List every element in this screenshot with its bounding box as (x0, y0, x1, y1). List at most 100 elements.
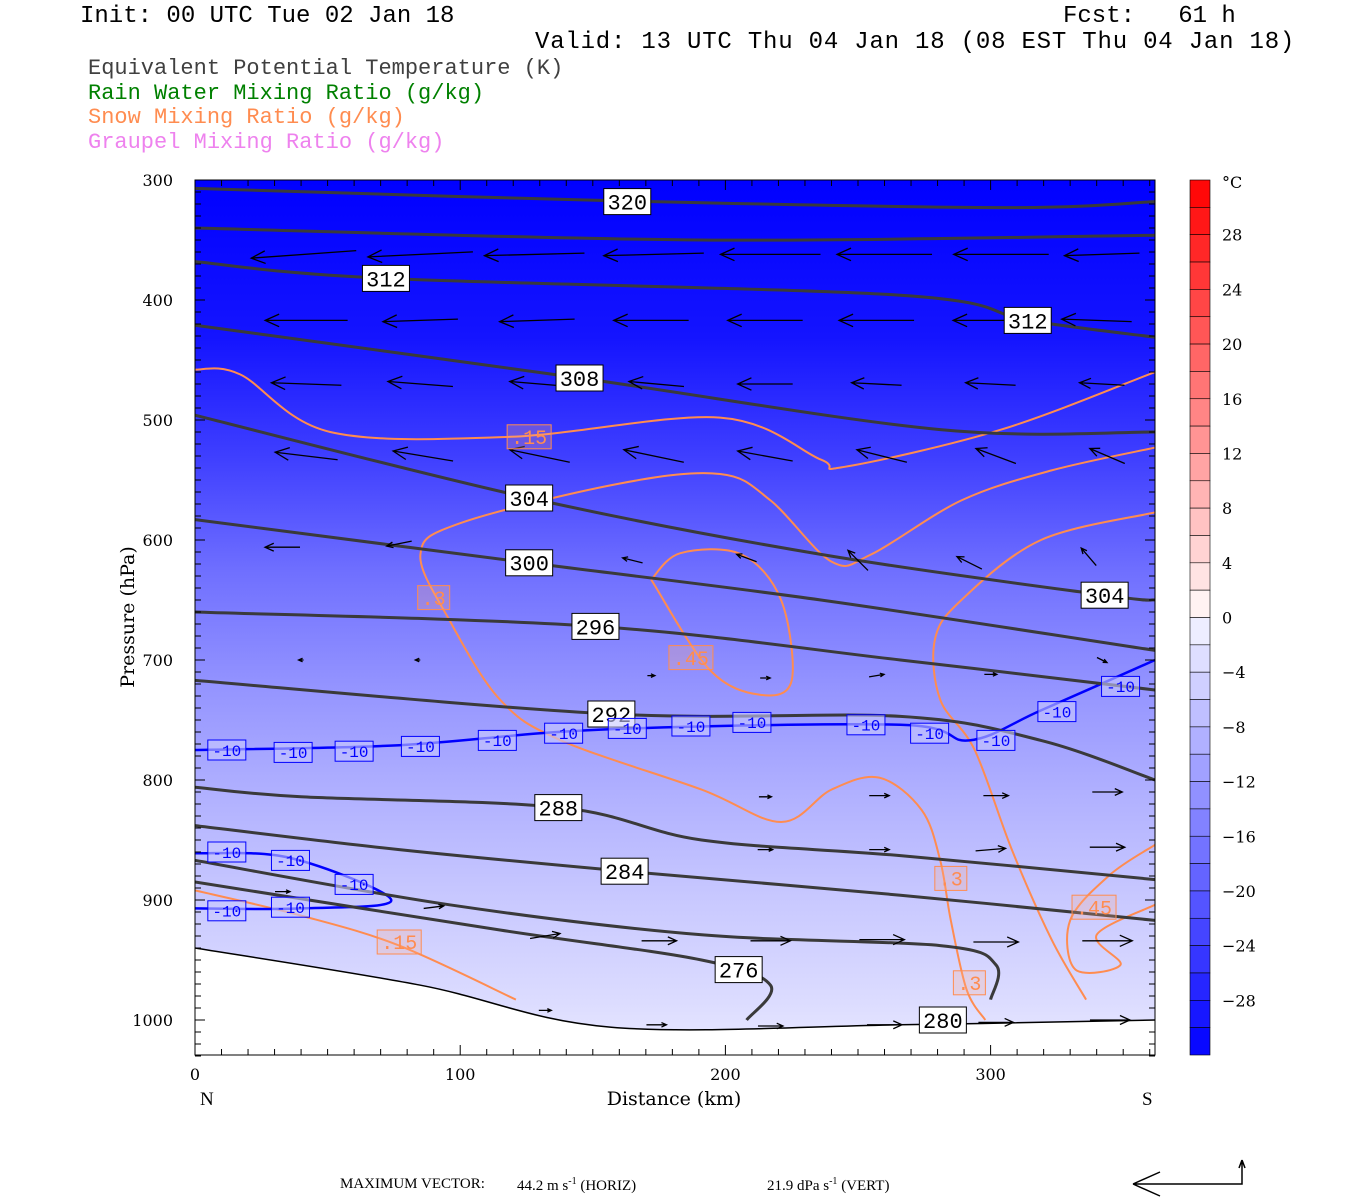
isotherm-label-text: -10 (483, 733, 512, 751)
y-tick-label: 400 (142, 291, 173, 310)
snow-label-text: .45 (1076, 898, 1112, 921)
wind-vector-42 (760, 675, 772, 681)
snow-label-text: .3 (939, 870, 963, 893)
colorbar-bin (1189, 589, 1211, 618)
theta_e-label-4: 304 (505, 484, 554, 513)
isotherm-label-11: -10 (976, 729, 1016, 751)
isotherm-label-text: -10 (1106, 679, 1135, 697)
theta_e-label-10: 284 (600, 857, 649, 886)
valid-time: Valid: 13 UTC Thu 04 Jan 18 (08 EST Thu … (535, 29, 1296, 56)
snow-contour-0 (195, 367, 1155, 470)
theta_e-label-box (361, 264, 410, 292)
wind-vector-21 (849, 377, 902, 390)
wind-vector-25 (391, 446, 454, 462)
isotherm-label-box (607, 717, 647, 739)
isotherm-label-box (207, 739, 247, 761)
theta_e-label-9: 288 (534, 794, 583, 823)
theta_e-label-text: 296 (576, 616, 616, 641)
isotherm-label-15: -10 (270, 849, 310, 871)
wind-vector-29 (855, 446, 908, 463)
isotherm-label-text: -10 (738, 715, 767, 733)
isotherm-label-text: -10 (276, 900, 305, 918)
isotherm-label-text: -10 (1042, 704, 1071, 722)
isotherm-label-box (976, 729, 1016, 751)
isotherm-label-text: -10 (340, 744, 369, 762)
wind-vector-53 (1089, 842, 1127, 852)
colorbar-label: 16 (1222, 390, 1242, 409)
snow-label-box (506, 424, 552, 450)
init-time: Init: 00 UTC Tue 02 Jan 18 (80, 3, 455, 30)
theta_e-label-2: 312 (1003, 306, 1052, 335)
isotherm-label-text: -10 (677, 719, 706, 737)
isotherm-label-box (400, 735, 440, 757)
wind-vector-9 (381, 314, 458, 329)
isotherm-label-1: -10 (273, 741, 313, 763)
theta_e-label-3: 308 (555, 364, 604, 393)
theta_e-label-box (505, 549, 554, 577)
wind-vector-57 (641, 936, 679, 946)
theta_e-label-0: 320 (603, 188, 652, 217)
isotherm-label-box (207, 900, 247, 922)
theta-e-contour-5 (195, 518, 1155, 652)
colorbar-bin (1189, 890, 1211, 919)
colorbar-bin (1189, 453, 1211, 482)
snow-label-0: .15 (506, 424, 552, 451)
colorbar-bin (1189, 179, 1211, 208)
isotherm-label-box (270, 896, 310, 918)
y-tick-label: 300 (142, 171, 173, 190)
max-vector-label: MAXIMUM VECTOR: (340, 1176, 485, 1192)
terrain-mask (195, 948, 1155, 1055)
y-tick-label: 1000 (132, 1011, 173, 1030)
theta_e-label-text: 276 (719, 960, 759, 985)
vert-exp: -1 (829, 1176, 838, 1187)
isotherm-label-10: -10 (910, 722, 950, 744)
colorbar-label: −24 (1222, 937, 1256, 956)
colorbar-bin (1189, 425, 1211, 454)
colorbar-label: −12 (1222, 773, 1256, 792)
wind-vector-28 (736, 446, 793, 462)
isotherm-label-box (846, 714, 886, 736)
south-label: S (1142, 1089, 1153, 1110)
x-tick-label: 200 (710, 1065, 741, 1084)
colorbar-label: 24 (1222, 280, 1242, 299)
colorbar-bin (1189, 261, 1211, 290)
wind-vector-34 (621, 556, 643, 564)
snow-label-text: .3 (422, 589, 446, 612)
snow-label-box (376, 929, 422, 955)
colorbar-label: 12 (1222, 444, 1242, 463)
theta-e-contour-7 (195, 678, 1155, 782)
colorbar-label: −28 (1222, 991, 1256, 1010)
theta-e-contour-12 (195, 947, 1155, 1031)
wind-vector-20 (736, 377, 793, 391)
wind-vector-41 (647, 673, 657, 678)
isotherm-label-18: -10 (270, 896, 310, 918)
colorbar-bin (1189, 562, 1211, 591)
snow-label-5: .45 (1071, 894, 1117, 921)
isotherm-label-8: -10 (732, 711, 772, 733)
colorbar-bin (1189, 480, 1211, 509)
wind-vector-17 (386, 375, 453, 390)
theta_e-label-1: 312 (361, 264, 410, 293)
theta_e-label-5: 300 (505, 549, 554, 578)
wind-vector-23 (1077, 377, 1125, 390)
isotherm-label-box (270, 849, 310, 871)
theta-e-contour-3 (195, 323, 1155, 436)
wind-vector-66 (978, 1017, 1015, 1027)
snow-label-box (1071, 894, 1117, 920)
wind-vector-45 (1096, 656, 1109, 664)
isotherm-label-box (207, 841, 247, 863)
colorbar-bin (1189, 535, 1211, 564)
theta-e-contour-8 (195, 785, 1155, 882)
isotherm-label-text: -10 (279, 745, 308, 763)
snow-contour-2 (932, 511, 1155, 1001)
wind-vector-46 (758, 794, 774, 800)
wind-vector-5 (835, 247, 933, 262)
theta_e-label-text: 312 (366, 268, 406, 293)
wind-vector-55 (423, 903, 446, 910)
isotherm-label-text: -10 (212, 904, 241, 922)
theta_e-label-text: 312 (1008, 310, 1048, 335)
snow-label-text: .15 (511, 428, 547, 451)
wind-vector-47 (869, 792, 891, 799)
isotherm-label-7: -10 (671, 715, 711, 737)
